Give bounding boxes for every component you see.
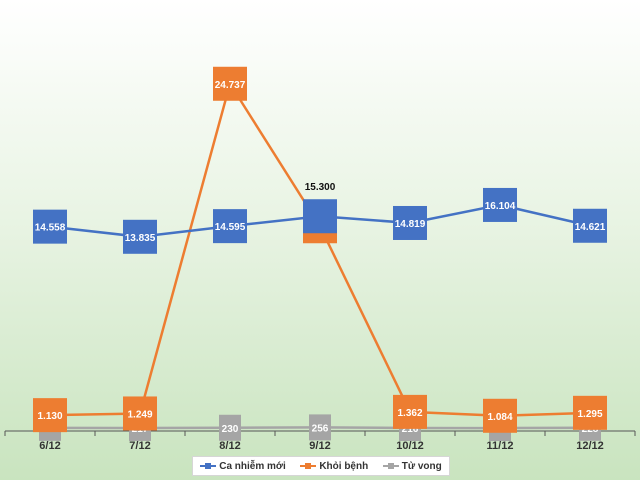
data-label: 1.130 <box>37 411 62 422</box>
data-label: 1.362 <box>397 408 422 419</box>
data-label: 24.737 <box>215 80 246 91</box>
data-label: 14.621 <box>575 222 606 233</box>
data-point-marker <box>573 208 607 243</box>
data-label: 14.819 <box>395 219 426 230</box>
data-point-marker <box>33 209 67 244</box>
data-point-marker <box>573 395 607 430</box>
data-point-marker <box>393 205 427 240</box>
data-point-marker <box>123 396 157 431</box>
data-point-marker <box>213 209 247 244</box>
legend-item: Tử vong <box>382 460 442 472</box>
legend-label: Khỏi bệnh <box>319 460 369 472</box>
x-tick-label: 12/12 <box>576 440 604 452</box>
data-label: 14.595 <box>215 222 246 233</box>
data-label: 1.249 <box>127 409 152 420</box>
data-label: 216 <box>402 424 419 435</box>
data-point-marker <box>123 219 157 254</box>
data-point-marker <box>33 398 67 433</box>
data-point-marker <box>309 414 331 441</box>
x-tick-label: 9/12 <box>309 440 330 452</box>
x-tick-label: 10/12 <box>396 440 424 452</box>
legend-item: Khỏi bệnh <box>300 461 368 472</box>
data-label: 15.300 <box>305 182 336 193</box>
x-tick-label: 7/12 <box>129 440 150 452</box>
data-label: 230 <box>222 424 239 435</box>
legend-item: Ca nhiễm mới <box>200 461 286 472</box>
data-point-marker <box>303 199 337 234</box>
data-point-marker <box>219 414 241 441</box>
legend-label: Tử vong <box>401 460 442 472</box>
chart-legend: Ca nhiễm mới Khỏi bệnh Tử vong <box>192 456 450 476</box>
x-tick-label: 8/12 <box>219 440 240 452</box>
data-label: 256 <box>312 423 329 434</box>
data-point-marker <box>483 398 517 433</box>
data-label: 13.835 <box>125 233 156 244</box>
data-point-marker <box>483 187 517 222</box>
data-label: 14.558 <box>35 223 66 234</box>
data-label: 16.104 <box>485 201 516 212</box>
data-label: 1.295 <box>577 409 602 420</box>
legend-swatch <box>200 462 217 470</box>
legend-swatch <box>382 462 399 470</box>
data-label: 1.084 <box>487 412 512 423</box>
x-tick-label: 11/12 <box>487 440 514 452</box>
legend-swatch <box>300 462 317 470</box>
data-point-marker <box>393 394 427 429</box>
data-point-marker <box>213 66 247 101</box>
x-tick-label: 6/12 <box>39 440 60 452</box>
legend-label: Ca nhiễm mới <box>219 460 286 472</box>
